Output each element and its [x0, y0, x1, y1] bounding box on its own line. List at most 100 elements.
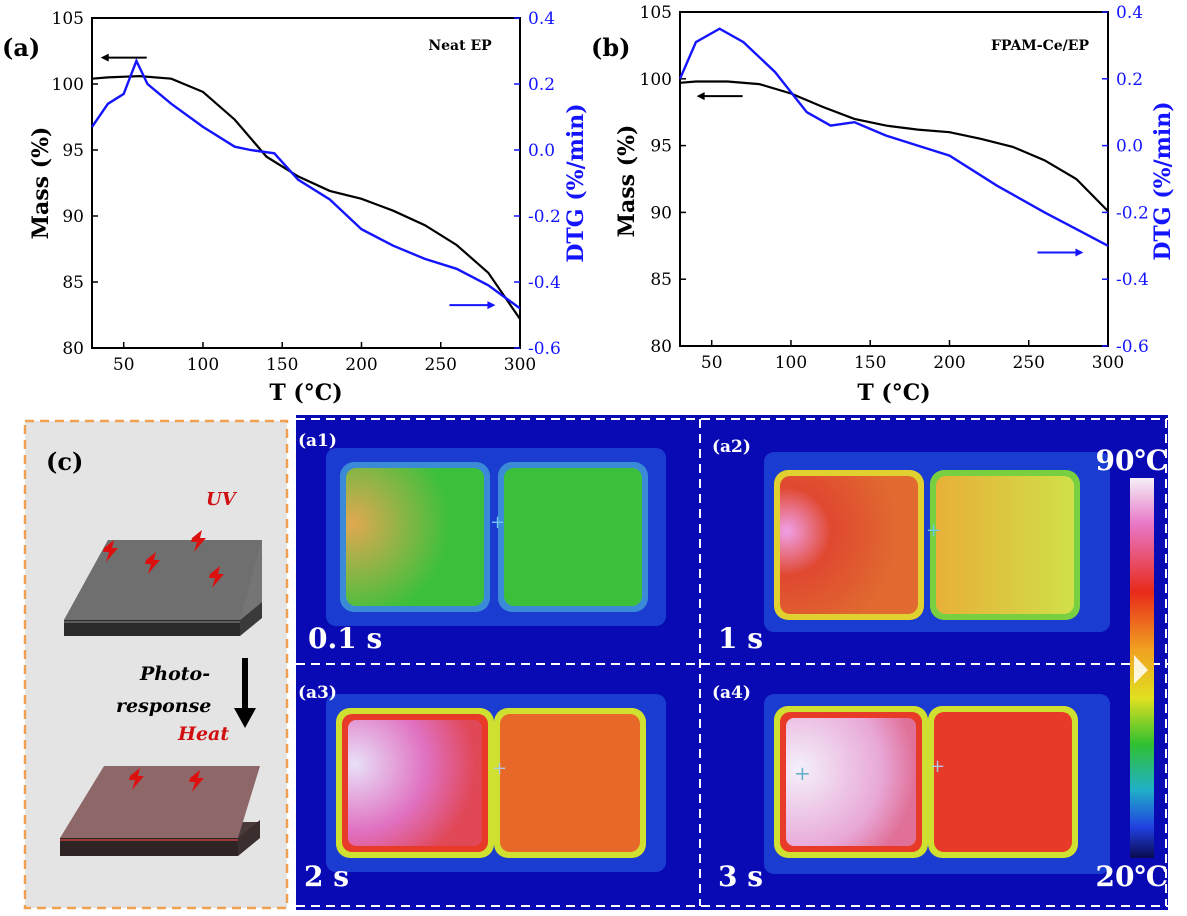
y2-ticks: -0.6 -0.4 -0.2 0.0 0.2 0.4 — [1102, 3, 1149, 357]
frame-dividers — [296, 418, 1168, 907]
heat-bolt-icon — [189, 770, 204, 792]
thermal-images: (a1) 0.1 s + (a2) 1 s + (a3) 2 s + — [296, 415, 1168, 910]
plot-frame — [91, 17, 521, 349]
thermal-frame-a2: (a2) 1 s + — [712, 437, 1110, 655]
crosshair-icon: + — [490, 512, 505, 533]
y-axis-label: Mass (%) — [28, 127, 54, 240]
arrow-head-icon — [1075, 248, 1084, 257]
y-tick-label: 80 — [62, 339, 84, 359]
uv-bolt-icon — [103, 540, 118, 562]
slab-heated — [60, 766, 260, 856]
chart-title: Neat EP — [428, 38, 492, 54]
y-axis-label: Mass (%) — [614, 125, 640, 238]
arrow-head-icon — [100, 53, 109, 62]
crosshair-icon: + — [794, 761, 811, 785]
uv-bolt-icons — [103, 530, 224, 588]
y-tick-label: 100 — [52, 75, 84, 95]
annotation-arrows — [696, 92, 1084, 257]
y2-ticks: -0.6 -0.4 -0.2 0.0 0.2 0.4 — [514, 9, 561, 359]
slab-unheated — [64, 540, 262, 636]
y-tick-label: 105 — [640, 3, 672, 23]
colorbar: 90℃ 20℃ — [1095, 444, 1168, 893]
annotation-arrows — [100, 53, 496, 310]
y2-tick-label: 0.2 — [528, 75, 555, 95]
x-tick-label: 150 — [854, 353, 886, 373]
crosshair-icon: + — [930, 756, 945, 777]
y-tick-label: 95 — [62, 141, 84, 161]
x-tick-label: 50 — [113, 355, 135, 375]
y2-tick-label: 0.2 — [1116, 70, 1143, 90]
colorbar-max-label: 90℃ — [1095, 444, 1168, 477]
photoresponse-arrow-icon — [234, 658, 256, 728]
x-tick-label: 100 — [775, 353, 807, 373]
y-tick-label: 80 — [650, 337, 672, 357]
y-tick-label: 100 — [640, 70, 672, 90]
y2-tick-label: 0.0 — [528, 141, 555, 161]
x-tick-label: 300 — [504, 355, 536, 375]
thermal-frame-a1: (a1) 0.1 s + — [298, 431, 666, 655]
y-tick-label: 95 — [650, 137, 672, 157]
time-label: 3 s — [718, 860, 763, 893]
time-label: 1 s — [718, 622, 763, 655]
x-tick-label: 150 — [266, 355, 298, 375]
x-tick-label: 50 — [701, 353, 723, 373]
crosshair-icon: + — [926, 520, 941, 541]
x-ticks: 50 100 150 200 250 300 — [113, 342, 536, 375]
y-ticks: 80 85 90 95 100 105 — [52, 9, 98, 359]
x-tick-label: 250 — [425, 355, 457, 375]
uv-bolt-icon — [191, 530, 206, 552]
uv-label: UV — [206, 489, 238, 510]
panel-label: (b) — [591, 33, 631, 62]
x-tick-label: 300 — [1092, 353, 1124, 373]
y-tick-label: 105 — [52, 9, 84, 29]
schematic-panel: (c) UV Photo- response Heat — [23, 419, 289, 910]
y2-axis-label: DTG (%/min) — [1150, 101, 1176, 260]
frame-label: (a4) — [712, 683, 751, 703]
y2-axis-label: DTG (%/min) — [563, 103, 589, 262]
y2-tick-label: -0.4 — [528, 273, 561, 293]
crosshair-icon: + — [492, 758, 507, 779]
frame-label: (a1) — [298, 431, 337, 451]
dtg-series-line — [91, 57, 521, 310]
x-axis-label: T (°C) — [857, 380, 930, 406]
photoresponse-label: Photo- — [139, 663, 210, 685]
y-tick-label: 85 — [62, 273, 84, 293]
chart-title: FPAM-Ce/EP — [991, 38, 1089, 54]
plot-frame — [679, 11, 1109, 347]
colorbar-min-label: 20℃ — [1095, 860, 1168, 893]
y-tick-label: 85 — [650, 270, 672, 290]
frame-label: (a2) — [712, 437, 751, 457]
thermal-frame-a4: (a4) 3 s + + — [712, 683, 1110, 893]
arrow-head-icon — [696, 92, 705, 101]
chart-a: 50 100 150 200 250 300 80 85 90 95 100 105 -0.6 -0.… — [2, 9, 589, 406]
y2-tick-label: 0.4 — [1116, 3, 1143, 23]
y-ticks: 80 85 90 95 100 105 — [640, 3, 686, 357]
y2-tick-label: -0.6 — [1116, 337, 1149, 357]
y2-tick-label: -0.6 — [528, 339, 561, 359]
dtg-series-line — [678, 27, 1109, 247]
photoresponse-label: response — [116, 695, 211, 717]
x-ticks: 50 100 150 200 250 300 — [701, 340, 1124, 373]
uv-bolt-icon — [209, 566, 224, 588]
y-tick-label: 90 — [62, 207, 84, 227]
arrow-head-icon — [487, 301, 496, 310]
y2-tick-label: 0.0 — [1116, 137, 1143, 157]
x-tick-label: 200 — [933, 353, 965, 373]
x-axis-label: T (°C) — [269, 380, 342, 406]
y2-tick-label: -0.2 — [1116, 203, 1149, 223]
heat-label: Heat — [177, 723, 229, 745]
panel-label: (a) — [2, 33, 40, 62]
x-tick-label: 250 — [1013, 353, 1045, 373]
x-tick-label: 200 — [345, 355, 377, 375]
frame-label: (a3) — [298, 683, 337, 703]
mass-series-line — [679, 80, 1109, 212]
x-tick-label: 100 — [187, 355, 219, 375]
heat-bolt-icons — [129, 768, 204, 792]
thermal-frame-a3: (a3) 2 s + — [298, 683, 666, 893]
y-tick-label: 90 — [650, 203, 672, 223]
heat-bolt-icon — [129, 768, 144, 790]
y2-tick-label: -0.4 — [1116, 270, 1149, 290]
y2-tick-label: -0.2 — [528, 207, 561, 227]
